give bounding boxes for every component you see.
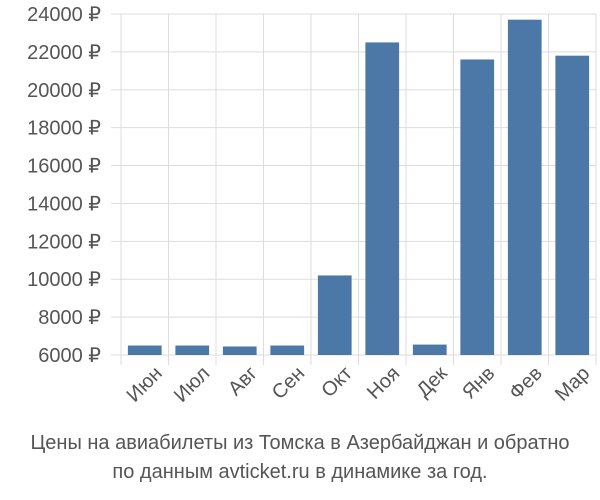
chart-caption-line-1: Цены на авиабилеты из Томска в Азербайдж… [30, 432, 570, 454]
bar-10 [555, 55, 590, 356]
y-tick-label: 10000 ₽ [27, 269, 101, 291]
bar-6 [365, 42, 400, 356]
bars [127, 19, 590, 356]
bar-chart: 6000 ₽ 8000 ₽ 10000 ₽ 12000 ₽ 14000 ₽ 16000 ₽… [27, 4, 597, 407]
bar-9 [507, 19, 542, 356]
bar-5 [317, 275, 352, 355]
bar-4 [270, 345, 305, 355]
x-tick-label: Авг [224, 362, 262, 400]
grid-lines [111, 13, 597, 365]
x-tick-label: Фев [505, 362, 547, 404]
y-tick-label: 16000 ₽ [27, 156, 101, 178]
x-tick-label: Янв [458, 362, 499, 403]
x-tick-label: Ноя [363, 362, 404, 403]
bar-7 [412, 344, 447, 355]
y-tick-label: 18000 ₽ [27, 118, 101, 140]
x-tick-label: Дек [413, 362, 452, 401]
y-tick-label: 20000 ₽ [27, 80, 101, 102]
y-tick-label: 22000 ₽ [27, 42, 101, 64]
x-tick-label: Июл [170, 362, 214, 406]
y-tick-label: 6000 ₽ [38, 345, 101, 367]
y-tick-label: 14000 ₽ [27, 193, 101, 215]
y-tick-label: 24000 ₽ [27, 4, 101, 26]
x-tick-label: Сен [268, 362, 309, 403]
x-axis-ticks: Июн Июл Авг Сен Окт Ноя Дек Янв Фев Мар [123, 362, 595, 406]
x-tick-label: Июн [123, 362, 167, 406]
x-tick-label: Окт [317, 362, 356, 401]
bar-1 [127, 345, 162, 355]
bar-2 [175, 345, 210, 355]
chart-caption-line-2: по данным avticket.ru в динамике за год. [112, 461, 488, 483]
bar-8 [460, 59, 495, 355]
y-tick-label: 8000 ₽ [38, 307, 101, 329]
y-tick-label: 12000 ₽ [27, 231, 101, 253]
x-tick-label: Мар [551, 362, 594, 405]
y-axis-ticks: 6000 ₽ 8000 ₽ 10000 ₽ 12000 ₽ 14000 ₽ 16000 ₽… [27, 4, 101, 367]
bar-3 [222, 346, 257, 355]
